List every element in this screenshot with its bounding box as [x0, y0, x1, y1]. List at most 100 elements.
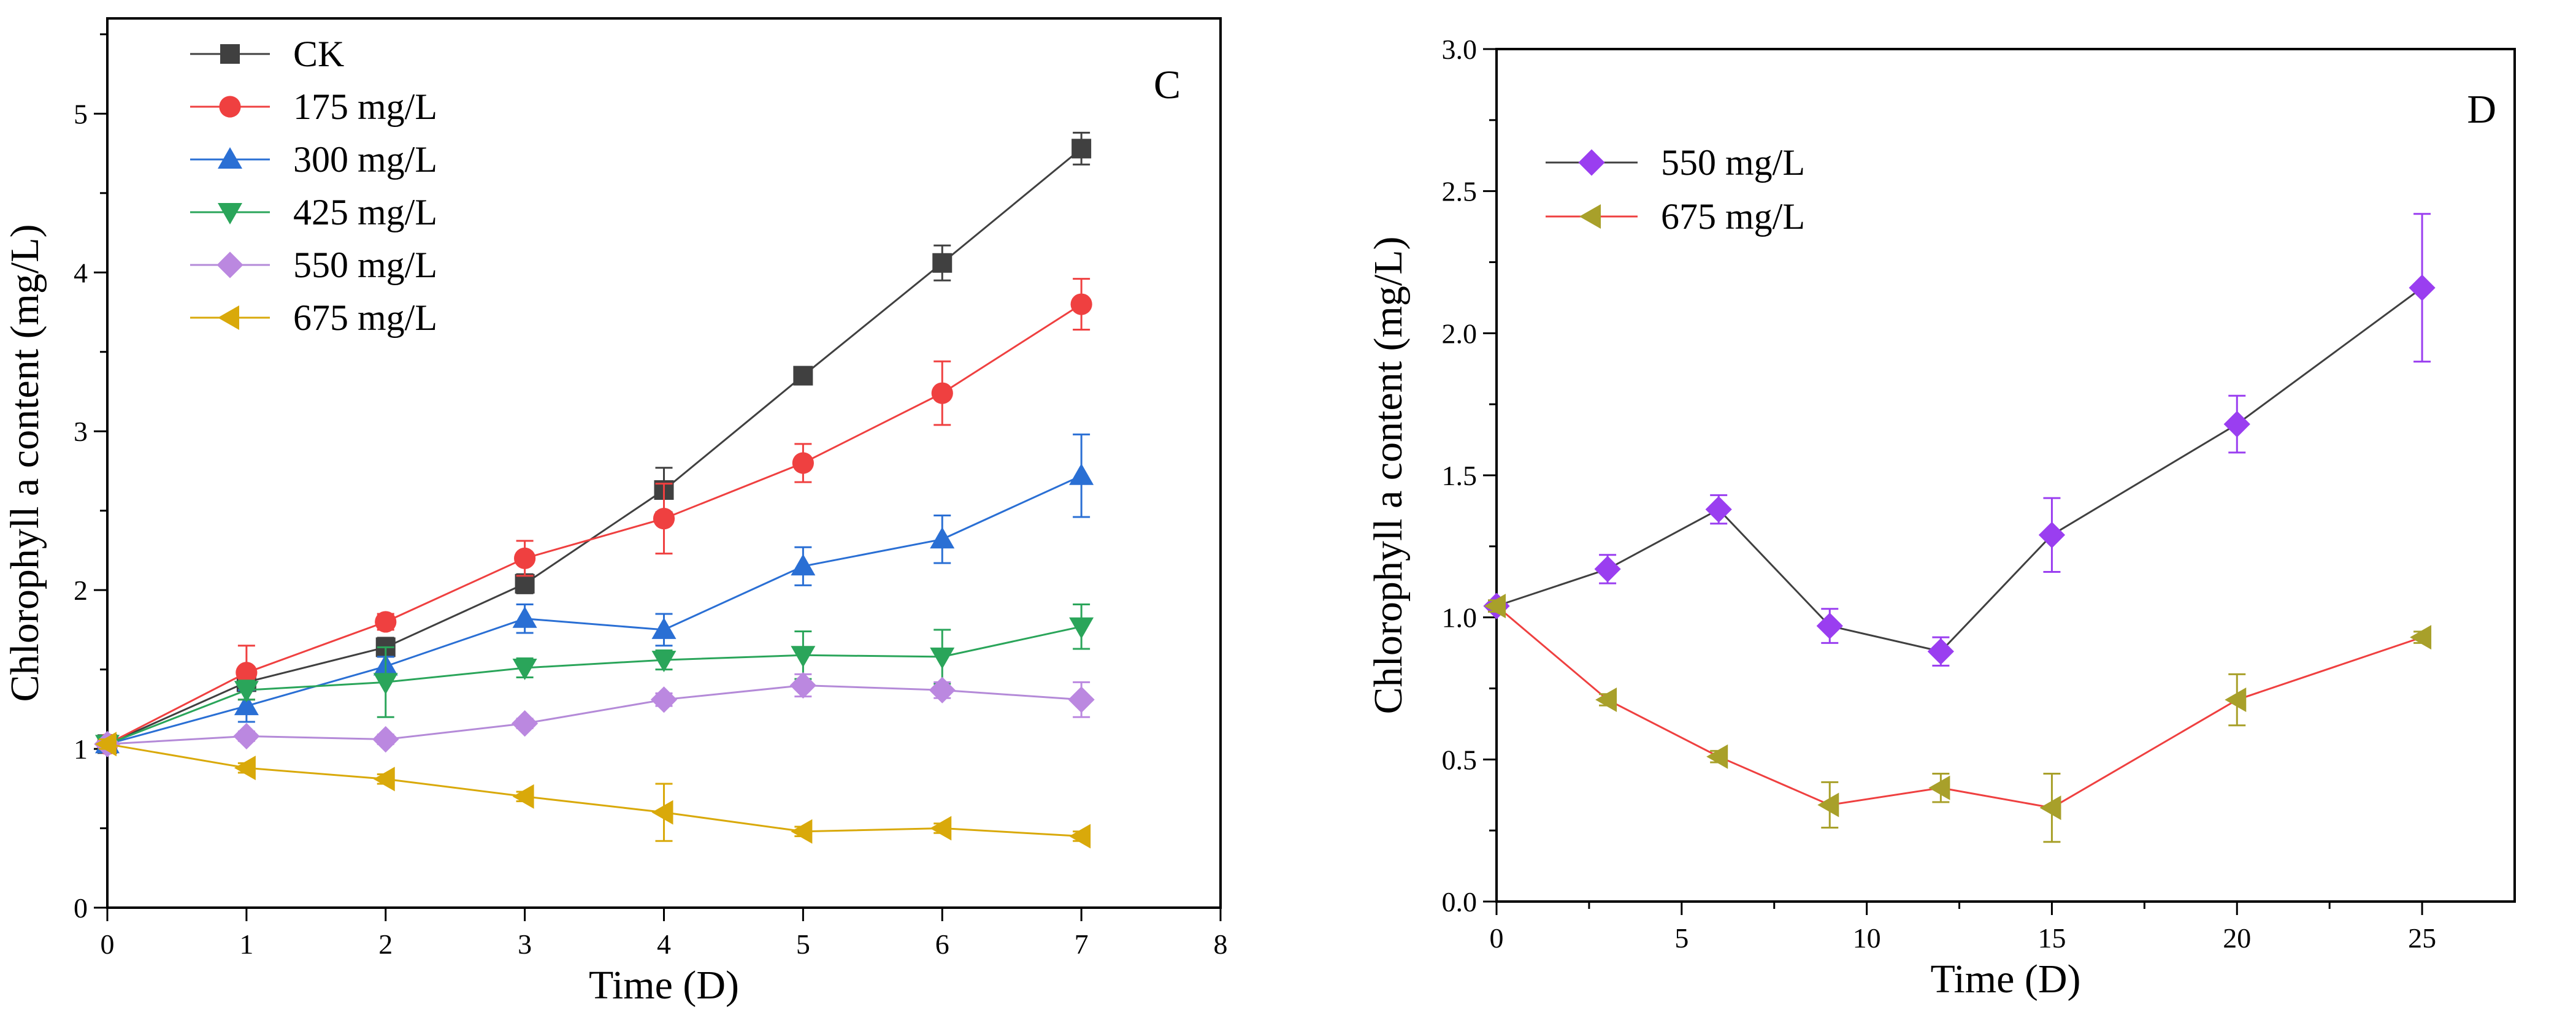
- data-point: [1927, 638, 1954, 665]
- data-point: [791, 646, 816, 668]
- series-675-mg-l: [1484, 594, 2432, 843]
- data-point: [515, 573, 535, 594]
- plot-frame: [1495, 48, 2516, 903]
- data-point: [233, 722, 260, 749]
- series-550-mg-l: [1483, 213, 2436, 667]
- x-tick-label: 25: [2408, 922, 2436, 954]
- legend-marker: [218, 147, 242, 169]
- x-tick-label: 0: [1490, 922, 1504, 954]
- legend-marker: [218, 203, 242, 224]
- data-point: [930, 816, 952, 841]
- series-line: [107, 303, 1082, 745]
- data-point: [512, 606, 537, 628]
- legend-entry: 175 mg/L: [190, 86, 437, 127]
- data-point: [1071, 139, 1092, 159]
- data-point: [793, 366, 813, 386]
- data-point: [372, 726, 399, 753]
- data-point: [234, 694, 259, 716]
- data-point: [2409, 274, 2436, 301]
- legend-label: 550 mg/L: [1661, 142, 1805, 183]
- data-point: [1484, 594, 1506, 619]
- data-point: [1069, 463, 1094, 485]
- x-tick-label: 1: [239, 929, 253, 960]
- data-point: [514, 547, 536, 569]
- legend-label: CK: [293, 34, 344, 74]
- data-point: [929, 676, 956, 703]
- y-tick-label: 0.5: [1442, 744, 1478, 775]
- data-point: [650, 686, 678, 713]
- y-tick-label: 5: [74, 98, 88, 129]
- series-line: [1496, 605, 2423, 809]
- data-point: [1069, 824, 1091, 849]
- data-point: [651, 651, 677, 673]
- data-point: [1928, 775, 1950, 800]
- x-tick-label: 3: [518, 929, 532, 960]
- data-point: [1817, 792, 1839, 818]
- y-tick-label: 4: [74, 257, 88, 288]
- y-axis-title: Chlorophyll a content (mg/L): [1366, 236, 1411, 714]
- legend-label: 675 mg/L: [293, 297, 437, 338]
- legend-entry: 425 mg/L: [190, 192, 437, 232]
- y-tick-label: 1.5: [1442, 460, 1478, 491]
- x-tick-label: 5: [1674, 922, 1689, 954]
- data-point: [792, 452, 814, 474]
- legend-entry: 550 mg/L: [1546, 142, 1805, 183]
- data-point: [236, 662, 258, 684]
- legend-label: 550 mg/L: [293, 245, 437, 285]
- y-tick-label: 2.0: [1442, 318, 1478, 349]
- legend-marker: [217, 251, 243, 278]
- y-tick-label: 0: [74, 892, 88, 924]
- y-tick-label: 0.0: [1442, 886, 1478, 917]
- y-tick-label: 1: [74, 733, 88, 765]
- data-point: [931, 382, 953, 404]
- legend-label: 175 mg/L: [293, 86, 437, 127]
- data-point: [791, 554, 816, 576]
- legend-entry: 675 mg/L: [1546, 196, 1805, 237]
- data-point: [512, 784, 534, 809]
- x-tick-label: 5: [796, 929, 810, 960]
- legend-entry: 550 mg/L: [190, 245, 437, 285]
- data-point: [234, 681, 259, 703]
- data-point: [791, 819, 813, 844]
- data-point: [2410, 625, 2432, 650]
- series-line: [1496, 286, 2423, 653]
- x-axis-title: Time (D): [1930, 957, 2080, 1002]
- legend-label: 425 mg/L: [293, 192, 437, 232]
- x-tick-label: 10: [1853, 922, 1881, 954]
- panel-label: D: [2467, 87, 2496, 132]
- x-tick-label: 0: [101, 929, 115, 960]
- x-tick-label: 20: [2223, 922, 2251, 954]
- legend-marker: [220, 44, 240, 64]
- data-point: [95, 732, 117, 757]
- data-point: [1068, 686, 1095, 713]
- data-point: [2225, 688, 2247, 713]
- data-point: [375, 611, 397, 633]
- series-300-mg-l: [95, 433, 1094, 754]
- data-point: [930, 647, 955, 669]
- y-tick-label: 2: [74, 575, 88, 606]
- data-point: [1070, 293, 1092, 315]
- data-point: [2038, 521, 2066, 548]
- data-point: [653, 508, 675, 530]
- legend-entry: CK: [190, 34, 344, 74]
- data-point: [512, 710, 539, 737]
- data-point: [651, 617, 677, 639]
- data-point: [1594, 556, 1621, 583]
- data-point: [651, 800, 673, 825]
- legend-marker: [218, 305, 239, 330]
- legend-marker: [219, 96, 241, 118]
- y-tick-label: 1.0: [1442, 602, 1478, 634]
- legend-label: 675 mg/L: [1661, 196, 1805, 237]
- data-point: [1816, 612, 1843, 640]
- x-tick-label: 15: [2037, 922, 2066, 954]
- plot-frame: [106, 17, 1222, 909]
- series-line: [107, 684, 1082, 745]
- data-point: [1705, 496, 1732, 523]
- panel-label: C: [1154, 63, 1181, 107]
- series-line: [107, 148, 1083, 745]
- panel-c-chart: 0 1 2 3 4 5 6 7 8 0 1 2 3 4 5 Time (D) Chlorophyll a con…: [2, 17, 1228, 1008]
- legend-marker: [1579, 204, 1601, 229]
- data-point: [789, 672, 816, 699]
- x-axis-title: Time (D): [589, 963, 739, 1008]
